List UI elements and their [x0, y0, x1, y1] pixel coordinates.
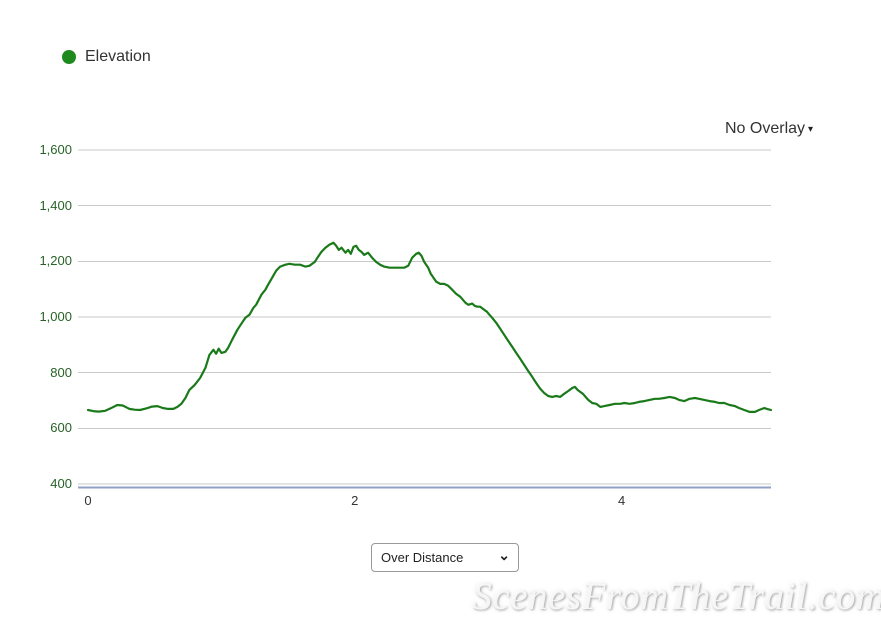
overlay-dropdown-label: No Overlay	[725, 120, 806, 137]
legend-item-elevation[interactable]: Elevation	[62, 48, 151, 66]
overlay-dropdown[interactable]: No Overlay ▾	[725, 120, 813, 138]
watermark-text: ScenesFromTheTrail.com	[472, 576, 881, 618]
chevron-down-icon: ▾	[808, 124, 814, 135]
axis-mode-select-wrap: Over Distance ⌄	[371, 543, 519, 572]
elevation-line	[86, 241, 773, 413]
legend-label: Elevation	[85, 48, 151, 65]
axis-mode-select[interactable]: Over Distance	[371, 543, 519, 572]
legend-marker-icon	[62, 50, 76, 64]
